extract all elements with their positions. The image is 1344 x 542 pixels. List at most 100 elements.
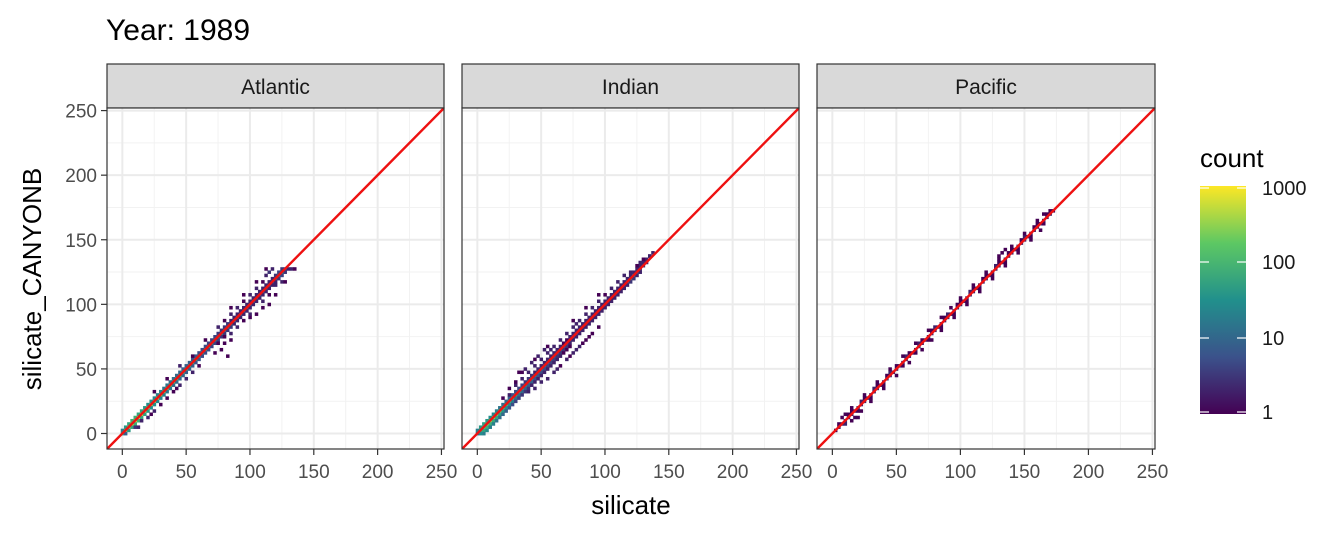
- legend-tick-label: 1000: [1262, 178, 1307, 200]
- heatmap-bin: [945, 312, 950, 316]
- heatmap-bin: [581, 341, 585, 345]
- heatmap-bin: [590, 318, 595, 323]
- heatmap-bin: [926, 328, 931, 333]
- heatmap-bin: [939, 328, 944, 333]
- heatmap-bin: [533, 357, 537, 362]
- heatmap-bin: [488, 422, 492, 426]
- heatmap-bin: [501, 409, 505, 413]
- heatmap-bin: [545, 367, 550, 371]
- heatmap-bin: [913, 351, 918, 355]
- heatmap-bin: [901, 354, 905, 358]
- heatmap-bin: [894, 373, 899, 378]
- heatmap-bin: [571, 351, 575, 355]
- heatmap-bin: [622, 286, 627, 291]
- reference-line-group: [817, 108, 1155, 449]
- heatmap-bin: [139, 409, 144, 413]
- heatmap-bin: [229, 331, 233, 336]
- heatmap-bin: [1003, 263, 1008, 268]
- heatmap-bin: [482, 422, 486, 426]
- heatmap-bin: [632, 276, 636, 281]
- heatmap-bin: [881, 386, 886, 391]
- heatmap-bin: [498, 415, 502, 420]
- heatmap-bin: [123, 425, 128, 429]
- heatmap-bin: [632, 270, 636, 274]
- heatmap-bin: [929, 338, 934, 342]
- heatmap-bin: [520, 389, 524, 394]
- heatmap-bin: [241, 318, 246, 323]
- heatmap-bin: [529, 380, 534, 384]
- heatmap-bin: [248, 312, 252, 316]
- heatmap-bin: [226, 354, 230, 358]
- heatmap-bin: [190, 357, 195, 362]
- heatmap-bin: [1003, 247, 1008, 252]
- heatmap-bin: [1029, 238, 1033, 242]
- x-tick-label: 150: [298, 462, 330, 483]
- heatmap-bin: [210, 338, 214, 342]
- x-tick-label: 200: [1073, 462, 1105, 483]
- heatmap-bin: [222, 318, 227, 323]
- heatmap-bin: [178, 370, 182, 375]
- heatmap-bin: [1010, 247, 1014, 252]
- heatmap-bin: [536, 354, 540, 358]
- x-tick-label: 100: [589, 462, 621, 483]
- heatmap-bin: [1035, 221, 1040, 226]
- heatmap-bin: [885, 373, 889, 378]
- heatmap-bin: [254, 280, 259, 284]
- legend-ticks: 1000 100 10 1: [1200, 178, 1307, 424]
- heatmap-bin: [241, 312, 246, 316]
- heatmap-bin: [120, 428, 125, 433]
- heatmap-bin: [542, 347, 547, 352]
- heatmap-bin: [190, 370, 195, 375]
- heatmap-bin: [568, 341, 572, 345]
- heatmap-bin: [942, 315, 947, 320]
- heatmap-bin: [843, 412, 848, 417]
- heatmap-bin: [545, 376, 550, 381]
- heatmap-bin: [155, 399, 160, 404]
- heatmap-bin: [184, 370, 189, 375]
- heatmap-bin: [251, 302, 256, 307]
- chart-title: Year: 1989: [106, 14, 250, 47]
- heatmap-bin: [264, 283, 268, 287]
- heatmap-bin: [571, 318, 575, 323]
- heatmap-bin: [856, 409, 860, 413]
- heatmap-bin: [238, 309, 243, 313]
- heatmap-bin: [926, 338, 931, 342]
- heatmap-bin: [846, 412, 851, 417]
- heatmap-bin: [990, 276, 995, 281]
- heatmap-bin: [1042, 212, 1046, 216]
- heatmap-bin: [491, 418, 496, 423]
- heatmap-bin: [1000, 251, 1004, 255]
- heatmap-bin: [174, 380, 179, 384]
- heatmap-bin: [1022, 234, 1027, 239]
- heatmap-bin: [267, 280, 272, 284]
- heatmap-bin: [523, 380, 528, 384]
- heatmap-bin: [568, 354, 572, 358]
- heatmap-bin: [152, 389, 157, 394]
- heatmap-bin: [958, 296, 963, 300]
- heatmap-bin: [635, 273, 639, 278]
- heatmap-bin: [894, 364, 899, 368]
- y-tick-label: 200: [65, 166, 97, 187]
- x-tick-label: 150: [1009, 462, 1041, 483]
- heatmap-bin: [178, 383, 182, 387]
- heatmap-bin: [609, 299, 614, 304]
- y-axis-label: silicate_CANYONB: [17, 168, 47, 391]
- panel-grid: [817, 108, 1155, 449]
- heatmap-bin: [584, 305, 588, 310]
- heatmap-bin: [619, 289, 623, 294]
- x-tick-label: 50: [531, 462, 552, 483]
- heatmap-bin: [482, 428, 486, 433]
- heatmap-bin: [619, 283, 623, 287]
- heatmap-bin: [577, 331, 582, 336]
- heatmap-bin: [596, 312, 601, 316]
- heatmap-bin: [616, 286, 620, 291]
- heatmap-bin: [545, 364, 550, 368]
- heatmap-bin: [226, 328, 230, 333]
- heatmap-bin: [856, 415, 860, 420]
- heatmap-bin: [997, 260, 1001, 265]
- heatmap-bin: [869, 396, 873, 400]
- heatmap-bin: [526, 376, 531, 381]
- heatmap-bin: [596, 305, 601, 310]
- heatmap-bin: [235, 318, 240, 323]
